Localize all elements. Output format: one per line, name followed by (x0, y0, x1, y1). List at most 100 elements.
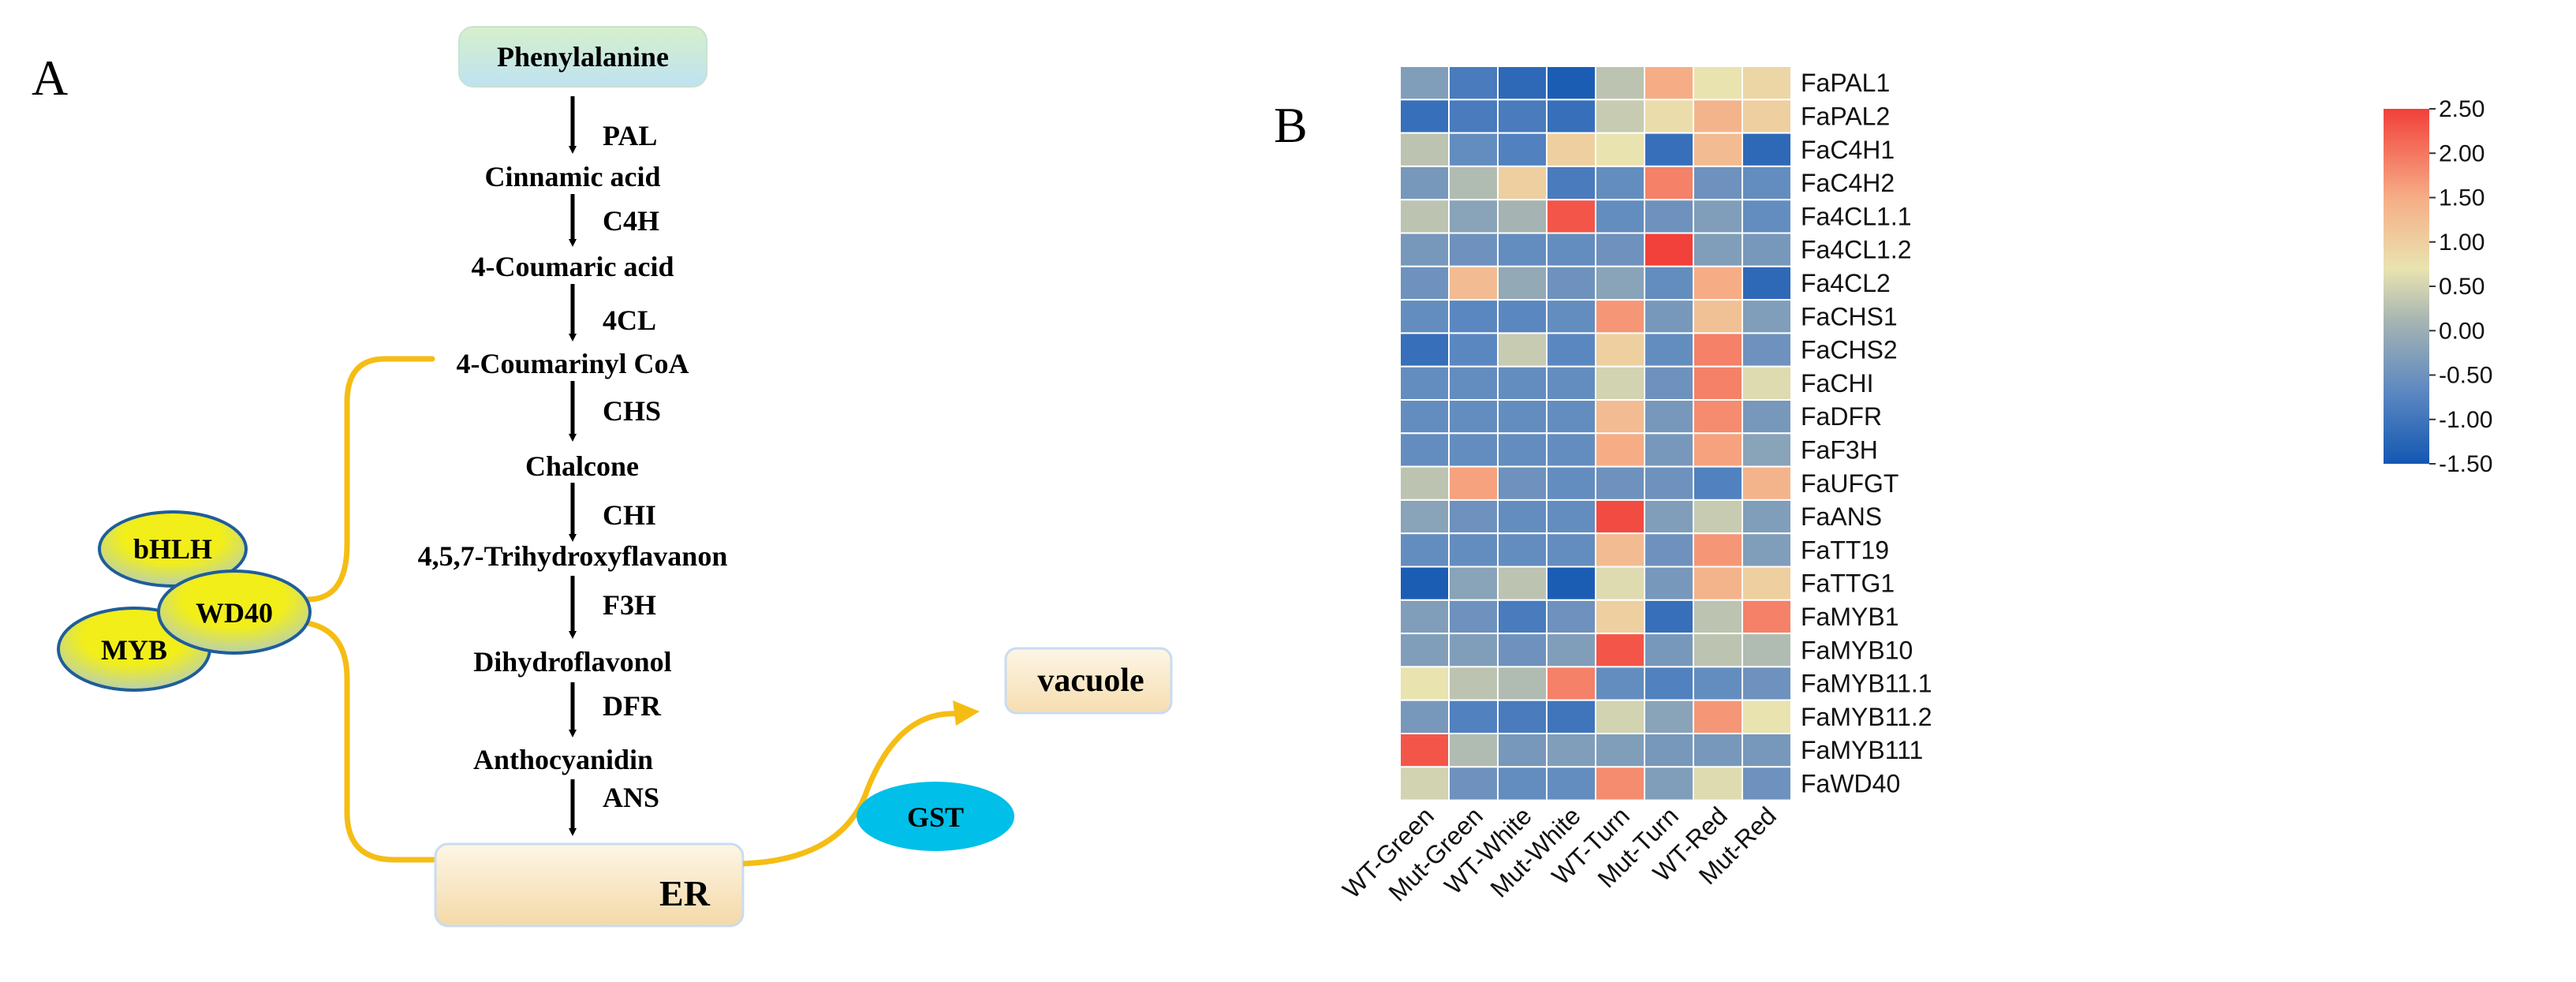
heatmap-cell (1644, 165, 1694, 201)
metabolite-label: Chalcone (525, 450, 639, 482)
heatmap-cell (1595, 99, 1645, 134)
heatmap-cell (1693, 299, 1743, 334)
heatmap-cell (1644, 132, 1694, 167)
gene-label: FaC4H1 (1801, 136, 1895, 164)
heatmap-cell (1644, 299, 1694, 334)
heatmap-cell (1693, 666, 1743, 701)
phenylalanine-label: Phenylalanine (497, 41, 669, 73)
heatmap-cell (1742, 132, 1792, 167)
heatmap-cell (1693, 599, 1743, 635)
heatmap-cell (1399, 299, 1450, 334)
heatmap-cell (1497, 199, 1547, 234)
heatmap-cell (1546, 299, 1596, 334)
gene-label: FaCHS2 (1801, 336, 1898, 364)
heatmap-cell (1644, 99, 1694, 134)
heatmap-cell (1595, 199, 1645, 234)
heatmap-cell (1546, 365, 1596, 401)
heatmap-cell (1742, 599, 1792, 635)
heatmap-cell (1595, 299, 1645, 334)
heatmap-cell (1595, 365, 1645, 401)
wd40-label: WD40 (196, 597, 273, 629)
heatmap-cell (1448, 265, 1499, 301)
gene-label: FaANS (1801, 502, 1882, 531)
heatmap-cell (1497, 599, 1547, 635)
heatmap-cell (1693, 65, 1743, 101)
enzyme-label: F3H (603, 589, 656, 621)
bhlh-label: bHLH (133, 533, 212, 565)
heatmap-cell (1644, 699, 1694, 735)
heatmap-cell (1742, 766, 1792, 801)
heatmap-cell (1399, 365, 1450, 401)
heatmap-cell (1448, 65, 1499, 101)
heatmap-cell (1448, 666, 1499, 701)
heatmap-cell (1742, 432, 1792, 468)
heatmap-cell (1399, 733, 1450, 768)
gene-label: FaWD40 (1801, 769, 1900, 797)
heatmap-cell (1546, 199, 1596, 234)
heatmap-cell (1644, 365, 1694, 401)
heatmap-cell (1399, 532, 1450, 568)
panel-b-label: B (1274, 97, 1308, 153)
heatmap-cell (1546, 132, 1596, 167)
heatmap-cell (1546, 65, 1596, 101)
heatmap-cell (1644, 766, 1694, 801)
heatmap-cell (1546, 766, 1596, 801)
heatmap-row-labels: FaPAL1 FaPAL2 FaC4H1 FaC4H2 Fa4CL1.1 Fa4CL1.2… (1801, 69, 1932, 797)
metabolite-label: Dihydroflavonol (473, 646, 671, 678)
heatmap-column-labels: WT-GreenMut-GreenWT-WhiteMut-WhiteWT-Tur… (1337, 801, 1782, 907)
heatmap-cell (1595, 132, 1645, 167)
heatmap-cell (1742, 232, 1792, 267)
pathway-steps: PAL Cinnamic acid C4H 4-Coumaric acid 4CL 4-C… (418, 96, 728, 882)
colorbar: 2.50 2.00 1.50 1.00 0.50 0.00 -0.50 -1.00 -1.50 (2384, 96, 2492, 477)
heatmap-cell (1399, 165, 1450, 201)
heatmap-cell (1595, 633, 1645, 668)
heatmap-cell (1497, 498, 1547, 535)
heatmap-cell (1497, 232, 1547, 267)
heatmap-cell (1546, 633, 1596, 668)
er-label: ER (659, 873, 711, 913)
heatmap-cell (1595, 766, 1645, 801)
heatmap-cell (1693, 766, 1743, 801)
gene-label: FaMYB11.2 (1801, 703, 1932, 731)
heatmap-cell (1399, 99, 1450, 134)
heatmap-cell (1693, 265, 1743, 301)
heatmap-cell (1497, 432, 1547, 468)
heatmap-cell (1644, 733, 1694, 768)
heatmap-cell (1399, 699, 1450, 735)
heatmap-cell (1595, 532, 1645, 568)
heatmap-cell (1399, 199, 1450, 234)
gst-node: GST (857, 782, 1014, 851)
heatmap-cell (1693, 633, 1743, 668)
heatmap-cell (1644, 498, 1694, 535)
heatmap-cell (1693, 399, 1743, 435)
heatmap-cell (1693, 566, 1743, 601)
heatmap-cell (1742, 332, 1792, 368)
colorbar-tick-label: -1.50 (2439, 451, 2492, 477)
heatmap-cell (1644, 199, 1694, 234)
heatmap-cell (1546, 498, 1596, 535)
heatmap-cell (1693, 733, 1743, 768)
er-node: ER (434, 842, 745, 928)
heatmap-cell (1693, 465, 1743, 501)
heatmap-cell (1399, 265, 1450, 301)
heatmap-cell (1448, 498, 1499, 535)
heatmap-cell (1546, 733, 1596, 768)
heatmap-cell (1742, 265, 1792, 301)
heatmap-cell (1693, 232, 1743, 267)
heatmap-cell (1693, 132, 1743, 167)
heatmap-cell (1595, 399, 1645, 435)
heatmap-cell (1448, 299, 1499, 334)
metabolite-label: 4,5,7-Trihydroxyflavanon (418, 540, 728, 572)
heatmap-cell (1595, 332, 1645, 368)
gene-label: Fa4CL1.1 (1801, 202, 1912, 230)
tf-connector-lines (304, 356, 437, 863)
gene-label: FaUFGT (1801, 469, 1898, 498)
heatmap-cell (1399, 65, 1450, 101)
heatmap-cell (1644, 332, 1694, 368)
heatmap-cell (1448, 766, 1499, 801)
heatmap-cell (1448, 566, 1499, 601)
heatmap-cell (1546, 399, 1596, 435)
heatmap-cell (1644, 399, 1694, 435)
enzyme-label: ANS (603, 782, 659, 813)
heatmap-cell (1399, 399, 1450, 435)
